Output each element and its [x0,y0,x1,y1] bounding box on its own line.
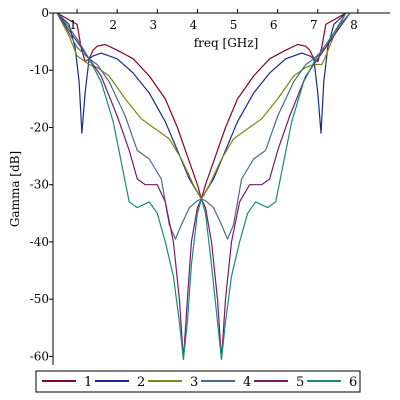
series-line-6 [56,12,351,360]
x-tick-label: 7 [310,18,318,32]
x-tick-label: 3 [149,18,157,32]
x-tick-label: 8 [350,18,358,32]
legend-label-6: 6 [349,375,357,390]
y-tick-label: -20 [30,120,49,134]
y-tick-label: -10 [30,63,49,77]
y-tick-label: 0 [41,6,49,20]
y-tick-label: -60 [30,349,49,363]
x-tick-label: 5 [230,18,238,32]
legend-label-1: 1 [84,375,92,390]
legend-label-4: 4 [243,375,251,390]
x-tick-label: 4 [190,18,198,32]
y-tick-label: -50 [30,292,49,306]
x-tick-label: 6 [270,18,278,32]
y-tick-label: -40 [30,235,49,249]
legend-label-3: 3 [190,375,198,390]
y-axis-label: Gamma [dB] [8,151,22,227]
legend: 1 2 3 4 5 6 [35,370,361,393]
legend-box [35,370,361,393]
x-ticks: 1 2 3 4 5 6 7 8 [69,9,359,32]
legend-label-2: 2 [137,375,145,390]
x-tick-label: 1 [69,18,77,32]
y-ticks: 0 -10 -20 -30 -40 -50 -60 [30,6,53,363]
x-tick-label: 2 [109,18,117,32]
y-tick-label: -30 [30,178,49,192]
x-axis-label: freq [GHz] [194,36,259,50]
legend-label-5: 5 [296,375,304,390]
series-layer [56,12,351,360]
